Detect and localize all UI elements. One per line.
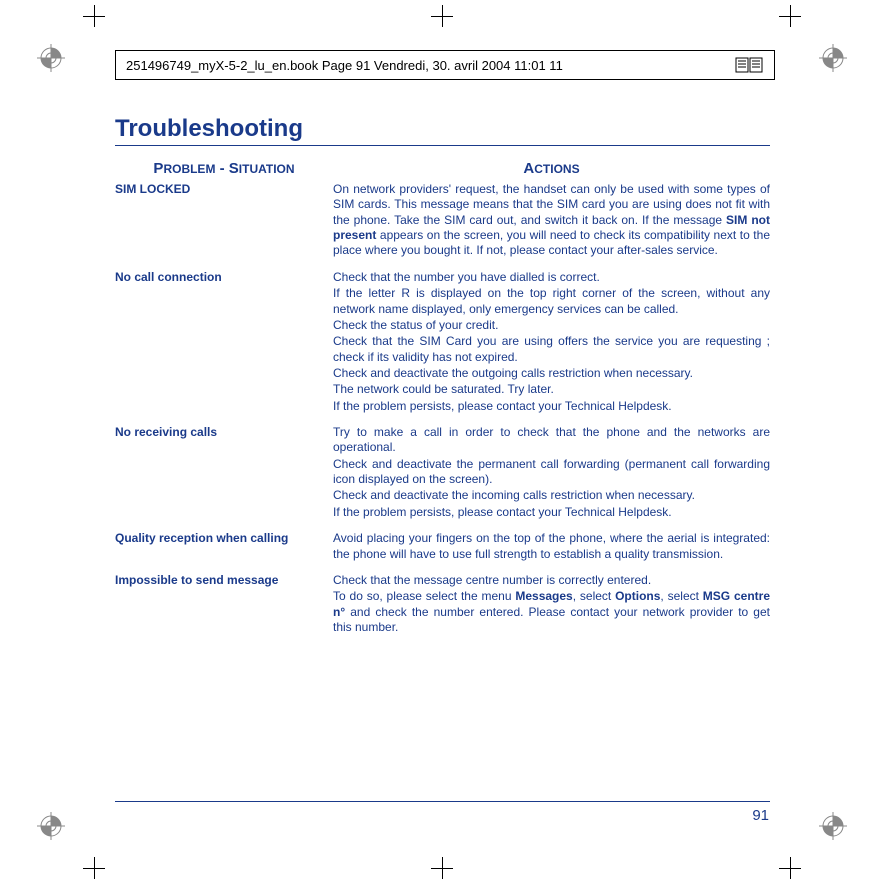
- actions-cell: On network providers' request, the hands…: [333, 182, 770, 260]
- page-header-text: 251496749_myX-5-2_lu_en.book Page 91 Ven…: [126, 58, 563, 73]
- page-header-box: 251496749_myX-5-2_lu_en.book Page 91 Ven…: [115, 50, 775, 80]
- table-body: SIM LOCKEDOn network providers' request,…: [115, 182, 770, 636]
- footer-rule: [115, 801, 770, 802]
- page-content: Troubleshooting PROBLEM - SITUATION ACTI…: [115, 115, 770, 646]
- table-row: SIM LOCKEDOn network providers' request,…: [115, 182, 770, 260]
- registration-mark-bl: [37, 812, 65, 840]
- table-row: Quality reception when callingAvoid plac…: [115, 531, 770, 563]
- crop-mark-br: [779, 857, 801, 879]
- crop-mark-bl: [83, 857, 105, 879]
- col-header-actions: ACTIONS: [333, 160, 770, 178]
- problem-cell: Quality reception when calling: [115, 531, 333, 563]
- crop-mark-tl: [83, 5, 105, 27]
- col-header-problem: PROBLEM - SITUATION: [115, 160, 333, 178]
- crop-mark-bottom: [431, 857, 453, 879]
- table-row: No call connectionCheck that the number …: [115, 270, 770, 415]
- registration-mark-tr: [819, 44, 847, 72]
- actions-cell: Check that the message centre number is …: [333, 573, 770, 636]
- page-number: 91: [752, 807, 769, 824]
- registration-mark-br: [819, 812, 847, 840]
- crop-mark-tr: [779, 5, 801, 27]
- book-icon: [734, 56, 764, 74]
- problem-cell: No receiving calls: [115, 425, 333, 521]
- page-title: Troubleshooting: [115, 115, 770, 143]
- actions-cell: Try to make a call in order to check tha…: [333, 425, 770, 521]
- problem-cell: SIM LOCKED: [115, 182, 333, 260]
- actions-cell: Check that the number you have dialled i…: [333, 270, 770, 415]
- problem-cell: No call connection: [115, 270, 333, 415]
- registration-mark-tl: [37, 44, 65, 72]
- table-row: Impossible to send messageCheck that the…: [115, 573, 770, 636]
- crop-mark-top: [431, 5, 453, 27]
- actions-cell: Avoid placing your fingers on the top of…: [333, 531, 770, 563]
- table-header-row: PROBLEM - SITUATION ACTIONS: [115, 160, 770, 178]
- table-row: No receiving callsTry to make a call in …: [115, 425, 770, 521]
- problem-cell: Impossible to send message: [115, 573, 333, 636]
- title-rule: [115, 145, 770, 146]
